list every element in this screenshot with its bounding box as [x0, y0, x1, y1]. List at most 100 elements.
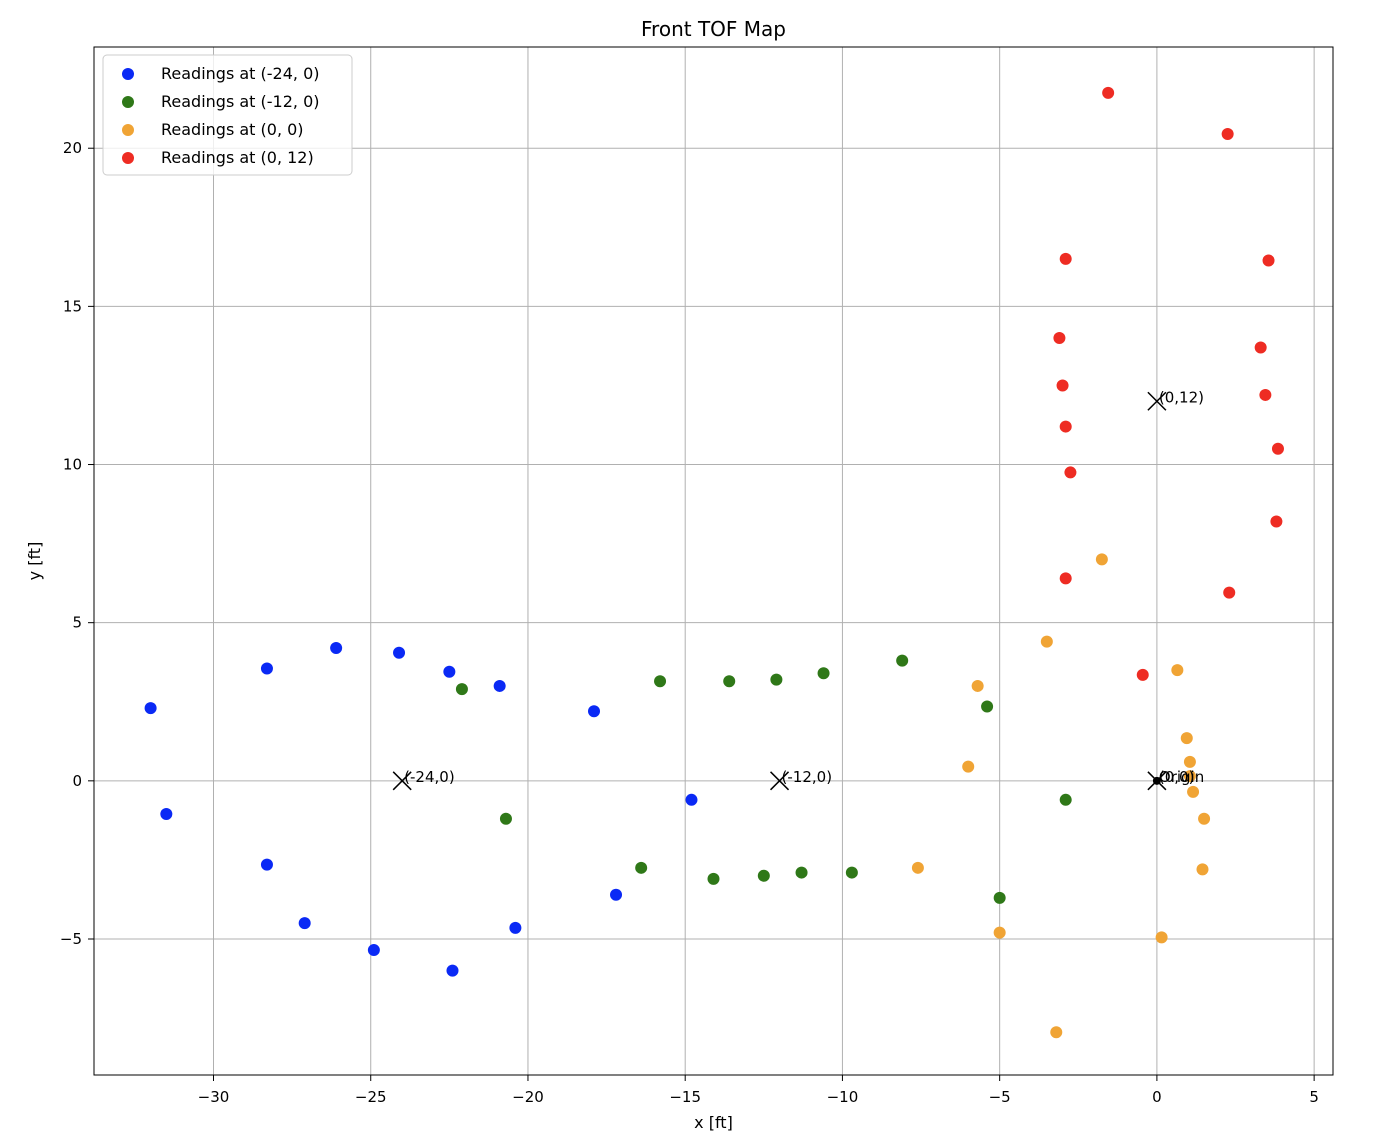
marker-label: (0,0) [1159, 768, 1195, 786]
plot-frame [93, 46, 1334, 1076]
data-point [1171, 664, 1184, 677]
data-point [1223, 586, 1236, 599]
data-point [993, 926, 1006, 939]
chart-title: Front TOF Map [641, 17, 786, 41]
x-tick-label: −10 [827, 1088, 859, 1106]
x-tick-label: −5 [989, 1088, 1011, 1106]
data-point [1271, 442, 1284, 455]
data-point [1187, 785, 1200, 798]
data-point [845, 866, 858, 879]
data-point [443, 665, 456, 678]
marker-x-stroke [1147, 391, 1167, 411]
data-point [707, 872, 720, 885]
y-tick-label: 0 [72, 772, 82, 790]
marker-label: (-12,0) [782, 768, 833, 786]
data-point [144, 702, 157, 715]
data-point [1059, 793, 1072, 806]
data-point [1180, 732, 1193, 745]
legend-marker [122, 124, 134, 136]
x-tick-label: −20 [512, 1088, 544, 1106]
x-tick-label: −15 [669, 1088, 701, 1106]
data-point [1059, 572, 1072, 585]
position-marker: (-24,0) [392, 768, 455, 791]
y-tick-label: 5 [72, 614, 82, 632]
grid [94, 47, 1333, 1075]
data-point [588, 705, 601, 718]
data-point [1198, 812, 1211, 825]
axis-ticks: −30 −25 −20 −15 −10 −5 0 5 −5 0 5 10 15 20 [60, 139, 1319, 1106]
y-tick-label: 15 [63, 297, 82, 315]
data-point [896, 654, 909, 667]
data-point [685, 793, 698, 806]
legend-marker [122, 96, 134, 108]
data-point [1102, 86, 1115, 99]
data-point [610, 888, 623, 901]
x-axis-label: x [ft] [694, 1113, 733, 1132]
data-point [260, 858, 273, 871]
data-point [393, 646, 406, 659]
legend-marker [122, 68, 134, 80]
data-point [981, 700, 994, 713]
position-marker: (0,0) [1147, 768, 1195, 791]
x-tick-label: 0 [1152, 1088, 1162, 1106]
data-point [971, 679, 984, 692]
data-point [1095, 553, 1108, 566]
data-point [1040, 635, 1053, 648]
data-point [330, 641, 343, 654]
marker-x-stroke [1147, 771, 1167, 791]
data-point [1050, 1026, 1063, 1039]
data-point [911, 861, 924, 874]
data-point [757, 869, 770, 882]
marker-label: (-24,0) [404, 768, 455, 786]
data-point [1270, 515, 1283, 528]
data-point [160, 808, 173, 821]
legend-entry: Readings at (0, 0) [161, 120, 304, 139]
data-point [1196, 863, 1209, 876]
data-point [962, 760, 975, 773]
data-point [446, 964, 459, 977]
legend-entry: Readings at (0, 12) [161, 148, 314, 167]
y-axis-label: y [ft] [25, 542, 44, 581]
x-tick-label: −25 [355, 1088, 387, 1106]
data-point [795, 866, 808, 879]
x-tick-label: −30 [198, 1088, 230, 1106]
marker-x-stroke [392, 771, 412, 791]
y-tick-label: 10 [63, 456, 82, 474]
marker-x-stroke [770, 771, 790, 791]
data-point [1262, 254, 1275, 267]
data-point [770, 673, 783, 686]
data-point [1183, 755, 1196, 768]
data-point [493, 679, 506, 692]
plot-points [144, 86, 1284, 1039]
data-point [1254, 341, 1267, 354]
legend-entry: Readings at (-24, 0) [161, 64, 320, 83]
origin-label: Origin [1159, 768, 1204, 786]
data-point [298, 917, 311, 930]
data-point [993, 891, 1006, 904]
data-point [1183, 770, 1196, 783]
data-point [367, 944, 380, 957]
position-marker: (-12,0) [770, 768, 833, 791]
data-point [1221, 127, 1234, 140]
y-tick-label: 20 [63, 139, 82, 157]
legend-box [102, 54, 353, 176]
data-point [499, 812, 512, 825]
marker-label: (0,12) [1159, 388, 1204, 406]
data-point [260, 662, 273, 675]
legend-marker [122, 152, 134, 164]
data-point [723, 675, 736, 688]
legend: Readings at (-24, 0) Readings at (-12, 0)… [102, 54, 353, 176]
data-point [1155, 931, 1168, 944]
data-point [1259, 388, 1272, 401]
data-point [455, 683, 468, 696]
position-markers: Origin (-24,0) (-12,0) (0,0) (0,12) [392, 388, 1204, 791]
data-point [509, 921, 522, 934]
data-point [1059, 252, 1072, 265]
position-marker: (0,12) [1147, 388, 1204, 411]
data-point [1059, 420, 1072, 433]
data-point [1136, 668, 1149, 681]
legend-entry: Readings at (-12, 0) [161, 92, 320, 111]
data-point [1056, 379, 1069, 392]
